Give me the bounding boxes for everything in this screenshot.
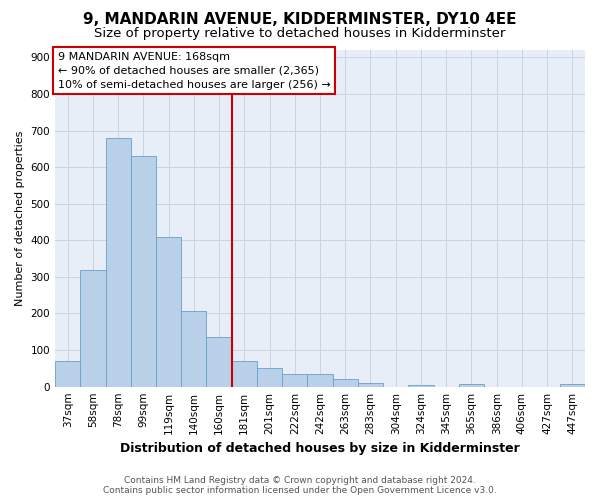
Text: Contains HM Land Registry data © Crown copyright and database right 2024.
Contai: Contains HM Land Registry data © Crown c… bbox=[103, 476, 497, 495]
Bar bbox=[560, 384, 585, 386]
Text: Size of property relative to detached houses in Kidderminster: Size of property relative to detached ho… bbox=[94, 28, 506, 40]
Bar bbox=[106, 138, 131, 386]
Text: 9, MANDARIN AVENUE, KIDDERMINSTER, DY10 4EE: 9, MANDARIN AVENUE, KIDDERMINSTER, DY10 … bbox=[83, 12, 517, 28]
Bar bbox=[257, 368, 282, 386]
Bar bbox=[307, 374, 332, 386]
Bar bbox=[358, 383, 383, 386]
Text: 9 MANDARIN AVENUE: 168sqm
← 90% of detached houses are smaller (2,365)
10% of se: 9 MANDARIN AVENUE: 168sqm ← 90% of detac… bbox=[58, 52, 331, 90]
Bar bbox=[131, 156, 156, 386]
Y-axis label: Number of detached properties: Number of detached properties bbox=[15, 130, 25, 306]
Bar bbox=[459, 384, 484, 386]
Bar bbox=[80, 270, 106, 386]
Bar bbox=[409, 385, 434, 386]
Bar bbox=[181, 311, 206, 386]
Bar bbox=[332, 378, 358, 386]
Bar bbox=[232, 361, 257, 386]
Bar bbox=[55, 361, 80, 386]
Bar bbox=[282, 374, 307, 386]
Bar bbox=[206, 338, 232, 386]
Bar bbox=[156, 236, 181, 386]
X-axis label: Distribution of detached houses by size in Kidderminster: Distribution of detached houses by size … bbox=[120, 442, 520, 455]
